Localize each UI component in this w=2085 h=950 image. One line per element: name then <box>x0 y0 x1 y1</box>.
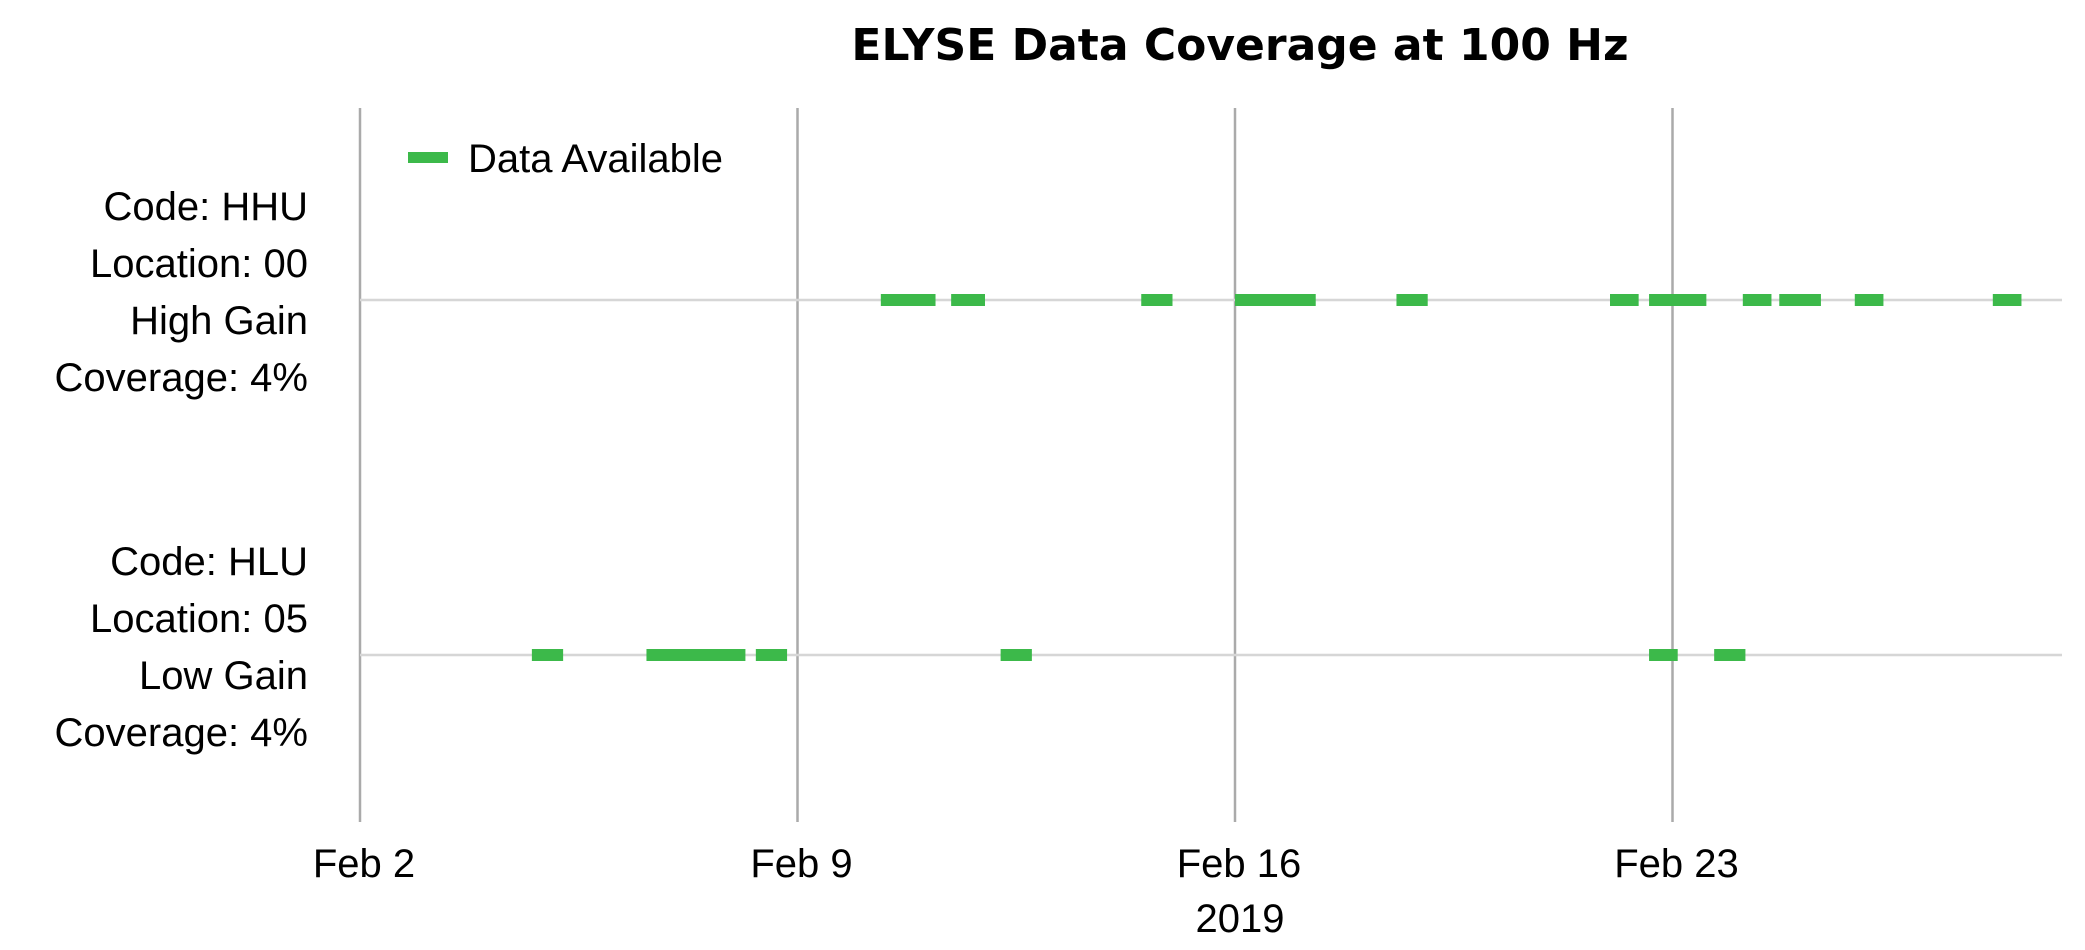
channel-labels: Code: HHU Location: 00 High Gain Coverage: … <box>55 185 308 755</box>
x-tick-labels: Feb 2 Feb 9 Feb 16 Feb 23 <box>313 842 1739 886</box>
legend: Data Available <box>408 137 723 181</box>
coverage-bar <box>1396 294 1428 306</box>
coverage-bar <box>1000 649 1032 661</box>
x-tick-label: Feb 16 <box>1177 842 1302 886</box>
legend-swatch <box>408 152 448 163</box>
coverage-bar <box>1610 294 1639 306</box>
x-tick-label: Feb 23 <box>1614 842 1739 886</box>
coverage-bar <box>1141 294 1173 306</box>
coverage-bar <box>531 649 564 661</box>
coverage-bar <box>951 294 985 306</box>
coverage-bars <box>531 294 2022 661</box>
channel-label-line: Coverage: 4% <box>55 356 308 400</box>
channel-label-line: Coverage: 4% <box>55 711 308 755</box>
coverage-bar <box>755 649 788 661</box>
coverage-bar <box>1714 649 1746 661</box>
coverage-bar <box>646 649 746 661</box>
coverage-bar <box>1235 294 1316 306</box>
coverage-bar <box>1854 294 1884 306</box>
coverage-bar <box>1742 294 1772 306</box>
channel-label-line: Code: HHU <box>103 185 308 229</box>
x-axis-label: 2019 <box>1196 897 1285 941</box>
coverage-bar <box>1649 294 1707 306</box>
coverage-bar <box>1649 649 1678 661</box>
x-tick-label: Feb 9 <box>750 842 852 886</box>
vertical-gridlines <box>358 108 1674 822</box>
x-tick-label: Feb 2 <box>313 842 415 886</box>
channel-label-line: Location: 05 <box>90 597 308 641</box>
coverage-bar <box>1992 294 2022 306</box>
coverage-bar <box>1779 294 1821 306</box>
chart-title: ELYSE Data Coverage at 100 Hz <box>851 20 1628 71</box>
channel-rows <box>360 298 2062 657</box>
channel-label-line: Code: HLU <box>110 540 308 584</box>
channel-label-line: Location: 00 <box>90 242 308 286</box>
channel-label-line: High Gain <box>130 299 308 343</box>
coverage-bar <box>880 294 936 306</box>
legend-entry-data-available: Data Available <box>468 137 723 181</box>
channel-label-line: Low Gain <box>139 654 308 698</box>
